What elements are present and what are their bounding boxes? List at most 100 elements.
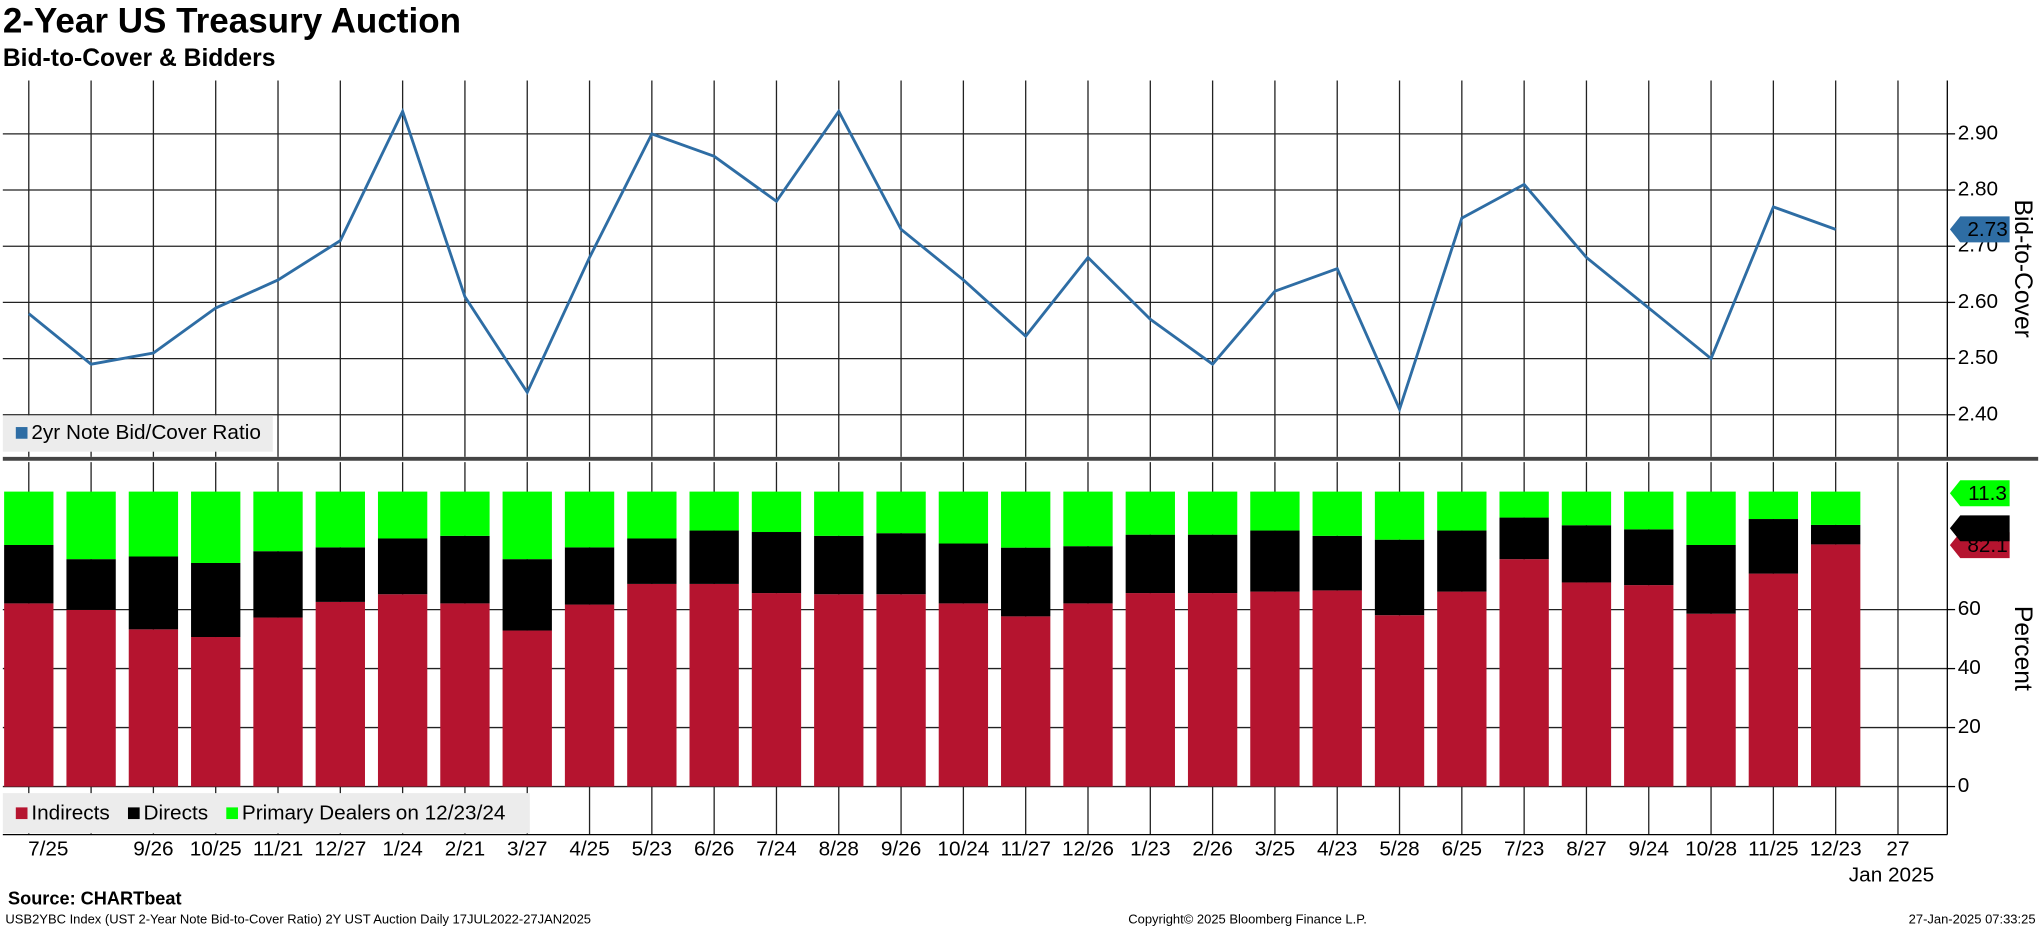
y-tick-label: 2.40	[1958, 402, 1998, 425]
bar-segment	[1312, 491, 1362, 536]
legend-swatch	[127, 807, 140, 820]
bar-segment	[1187, 491, 1238, 535]
legend-swatch	[15, 427, 28, 439]
bar-segment	[502, 491, 552, 560]
bar-segment	[440, 491, 490, 536]
x-tick-label: 3/27	[507, 838, 547, 861]
bar-segment	[1499, 491, 1549, 518]
x-tick-label: 9/26	[881, 838, 921, 861]
bar-segment	[1374, 615, 1425, 787]
bar-segment	[1686, 613, 1736, 787]
bar-segment	[191, 491, 241, 563]
bar-segment	[4, 491, 54, 545]
bar-segment	[1125, 491, 1175, 535]
bar-segment	[440, 603, 490, 787]
y-tick-label: 20	[1958, 715, 1981, 738]
bar-segment	[1001, 547, 1051, 617]
bar-segment	[938, 491, 989, 544]
bar-segment	[1374, 491, 1425, 540]
y-tick-label: 2.80	[1958, 178, 1998, 201]
x-tick-label: 10/28	[1685, 838, 1737, 861]
x-tick-label: 7/23	[1504, 838, 1544, 861]
bar-segment	[1748, 491, 1799, 520]
bar-segment	[1312, 535, 1362, 591]
bar-segment	[627, 538, 677, 584]
bar-segment	[1811, 544, 1861, 787]
bar-segment	[627, 491, 677, 539]
last-value-tag: 11.3	[1968, 482, 2007, 505]
y-tick-label: 60	[1958, 597, 1981, 620]
bar-segment	[1811, 491, 1861, 525]
footer-timestamp: 27-Jan-2025 07:33:25	[1909, 912, 2036, 927]
bar-segment	[689, 491, 739, 531]
y-tick-label: 40	[1958, 656, 1981, 679]
last-value-tag-bg	[1949, 480, 2010, 507]
chart-title: 2-Year US Treasury Auction	[3, 2, 461, 41]
bar-segment	[4, 603, 54, 787]
x-tick-label: 6/26	[694, 838, 734, 861]
y-tick-label: 2.50	[1958, 346, 1998, 369]
bar-segment	[1748, 519, 1799, 574]
bar-segment	[1063, 491, 1113, 547]
bar-segment	[1748, 573, 1799, 787]
legend-label: Directs	[144, 801, 209, 824]
x-tick-label: 4/25	[569, 838, 609, 861]
footer-ticker: USB2YBC Index (UST 2-Year Note Bid-to-Co…	[5, 912, 591, 927]
bar-segment	[253, 491, 303, 552]
last-value-tag-bg	[1949, 515, 2010, 542]
bar-segment	[253, 617, 303, 787]
bar-segment	[1063, 546, 1113, 604]
bar-segment	[1624, 585, 1674, 787]
bar-segment	[377, 594, 428, 787]
footer-copyright: Copyright© 2025 Bloomberg Finance L.P.	[1128, 912, 1367, 927]
y-tick-label: 2.60	[1958, 290, 1998, 313]
x-tick-label: 11/21	[253, 838, 303, 861]
bar-segment	[814, 491, 864, 536]
legend-box	[2, 793, 530, 834]
bar-segment	[1561, 525, 1612, 583]
grid	[2, 80, 1948, 457]
bar-segment	[1001, 491, 1051, 548]
x-tick-label: 5/28	[1379, 838, 1419, 861]
bar-segment	[440, 535, 490, 604]
bar-segment	[1624, 529, 1674, 586]
bar-segment	[4, 544, 54, 604]
x-tick-label: 5/23	[632, 838, 672, 861]
bar-segment	[627, 583, 677, 787]
bar-segment	[1125, 534, 1175, 594]
last-value-tag: 6.6	[1973, 517, 2002, 540]
bar-segment	[191, 562, 241, 638]
bar-segment	[1686, 491, 1736, 545]
bar-segment	[751, 593, 802, 787]
bar-segment	[1250, 530, 1300, 592]
bar-segment	[315, 601, 365, 787]
legend-swatch	[15, 807, 28, 820]
bar-segment	[876, 533, 926, 595]
x-tick-label: 9/24	[1629, 838, 1669, 861]
last-value-tag-bg	[1949, 216, 2010, 243]
y-tick-label: 2.90	[1958, 121, 1998, 144]
x-tick-label: 3/25	[1255, 838, 1295, 861]
bar-segment	[128, 491, 179, 557]
x-tick-label: 10/24	[937, 838, 989, 861]
bar-segment	[1187, 593, 1238, 787]
bar-segment	[938, 543, 989, 604]
legend-label: 2yr Note Bid/Cover Ratio	[31, 421, 261, 444]
bar-segment	[1437, 591, 1487, 787]
bar-segment	[1499, 517, 1549, 560]
legend-label: Indirects	[31, 801, 109, 824]
bar-segment	[1125, 593, 1175, 787]
x-tick-label: 12/26	[1062, 838, 1114, 861]
bar-segment	[564, 491, 615, 548]
x-tick-label: 4/23	[1317, 838, 1357, 861]
x-tick-label: 7/25	[28, 838, 68, 861]
bar-segment	[66, 491, 116, 560]
bar-segment	[377, 491, 428, 539]
bar-segment	[1250, 491, 1300, 531]
bar-segment	[814, 535, 864, 595]
bar-segment	[1561, 582, 1612, 787]
x-tick-label: 11/25	[1748, 838, 1798, 861]
x-tick-label: 1/23	[1130, 838, 1170, 861]
bar-segment	[315, 547, 365, 602]
